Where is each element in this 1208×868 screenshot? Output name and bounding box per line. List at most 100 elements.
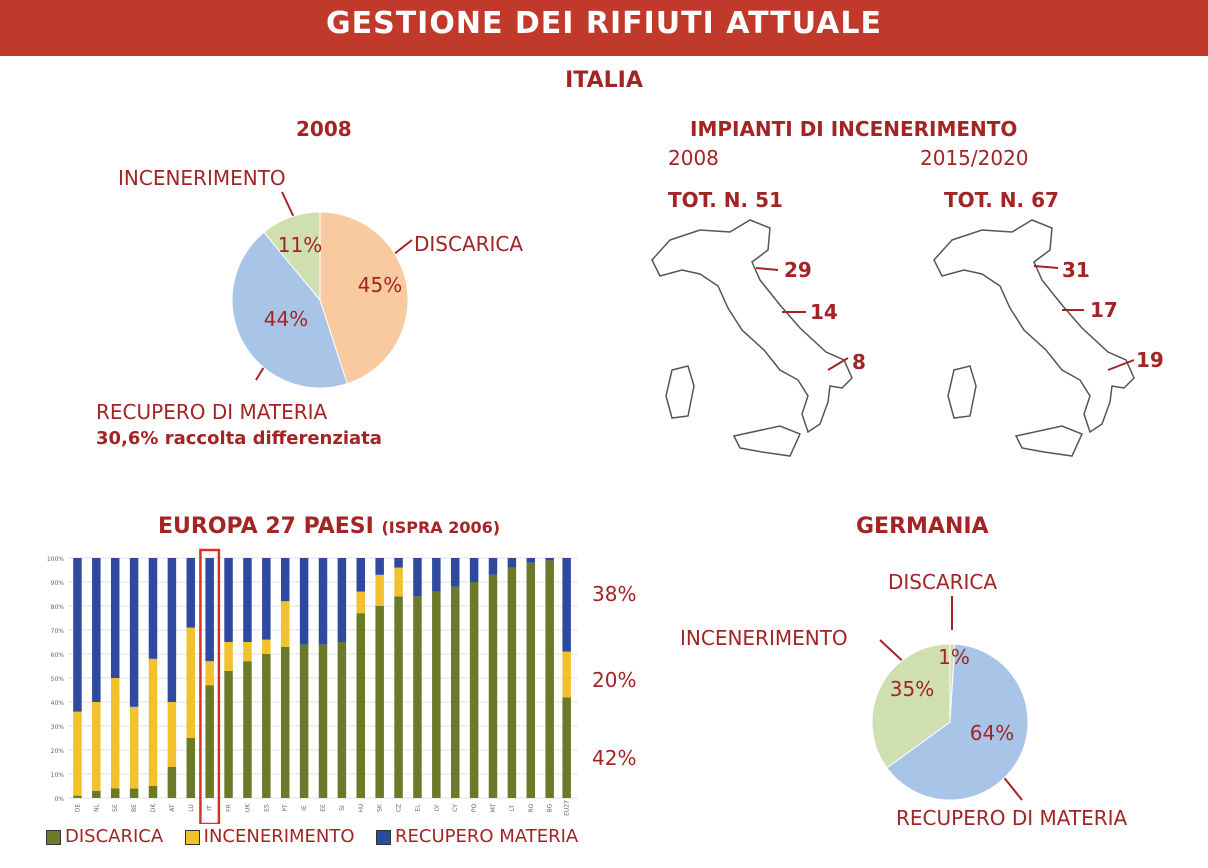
europe-xtick-label: SK xyxy=(377,803,384,812)
europe-bar-SK-1 xyxy=(375,574,384,606)
europe-xtick-label: FR xyxy=(226,804,233,812)
europe-xtick-label: CZ xyxy=(396,804,403,812)
europe-bar-SI-0 xyxy=(337,642,347,798)
europe-xtick-label: MT xyxy=(490,803,497,812)
europe-xtick-label: IE xyxy=(301,805,308,811)
italy-map-2015 xyxy=(933,219,1135,457)
europe-bar-UK-0 xyxy=(243,661,252,798)
europe-side-pct-recupero: 38% xyxy=(592,582,637,606)
map-left-south-count: 8 xyxy=(852,350,866,374)
legend-label-recupero: RECUPERO MATERIA xyxy=(395,826,579,847)
germany-pie-slice-1 xyxy=(886,643,1029,801)
europe-bar-SI-2 xyxy=(337,558,347,642)
europe-bar-LV-2 xyxy=(432,558,441,592)
italy-peninsula-shape xyxy=(651,219,853,434)
map-right-south-count: 19 xyxy=(1136,348,1164,372)
europe-bar-NL-1 xyxy=(92,702,101,791)
europe-xtick-label: IT xyxy=(207,805,214,811)
europe-bar-chart: 0% 10% 20% 30% 40% 50% 60% 70% 80% 90% 100% DE NL SE B… xyxy=(47,548,578,824)
europe-side-pct-discarica: 42% xyxy=(592,746,637,770)
europe-bar-CZ-1 xyxy=(394,567,403,597)
europe-xtick-label: DE xyxy=(74,804,81,813)
europe-ytick-label: 50% xyxy=(51,676,65,683)
map-right-south-line xyxy=(1107,359,1135,371)
europe-ytick-label: 100% xyxy=(47,556,64,563)
europe-bar-IT-1 xyxy=(205,661,214,686)
europe-bar-EL-0 xyxy=(413,596,422,798)
legend-swatch-recupero xyxy=(376,829,392,845)
europe-title-text: EUROPA 27 PAESI xyxy=(158,514,374,539)
europe-xtick-label: EU27 xyxy=(564,800,571,816)
europe-xtick-label: DK xyxy=(150,803,157,813)
italy-label-raccolta: 30,6% raccolta differenziata xyxy=(96,428,382,449)
map-right-north-count: 31 xyxy=(1062,258,1090,282)
europe-ytick-label: 80% xyxy=(51,604,65,611)
europe-ytick-label: 10% xyxy=(51,772,65,779)
europe-ytick-label: 90% xyxy=(51,580,65,587)
europe-bar-PO-2 xyxy=(469,558,479,582)
italy-pie-slice-1 xyxy=(231,231,348,389)
europe-bar-SE-1 xyxy=(110,678,120,789)
europe-legend: DISCARICA INCENERIMENTO RECUPERO MATERIA xyxy=(46,826,578,847)
europe-bar-AT-0 xyxy=(167,766,177,798)
header-bar xyxy=(0,0,1208,56)
europe-bar-DE-0 xyxy=(73,795,82,798)
europe-bar-BG-0 xyxy=(545,560,554,798)
europe-bar-FR-0 xyxy=(224,670,233,798)
europe-bar-RO-0 xyxy=(526,562,536,798)
europe-xtick-label: UK xyxy=(244,803,251,812)
europe-xtick-label: BG xyxy=(547,803,554,812)
europe-bar-SK-2 xyxy=(375,558,384,575)
europe-bar-IE-0 xyxy=(299,644,309,798)
italy-pie-slice-0 xyxy=(319,211,409,385)
page-title: GESTIONE DEI RIFIUTI ATTUALE xyxy=(325,6,883,41)
italy-pie-value-label-0: 45% xyxy=(358,273,402,297)
impianti-right-year: 2015/2020 xyxy=(920,146,1029,170)
legend-swatch-discarica xyxy=(46,829,61,845)
europe-bar-EL-2 xyxy=(413,558,422,597)
europe-xtick-label: AT xyxy=(169,804,176,812)
germany-label-recupero: RECUPERO DI MATERIA xyxy=(896,806,1128,830)
europe-bar-NL-0 xyxy=(92,790,101,798)
germany-pie-value-label-2: 35% xyxy=(890,677,934,701)
europe-bar-DK-2 xyxy=(148,558,158,659)
impianti-left-year: 2008 xyxy=(668,146,719,170)
europe-bar-AT-1 xyxy=(167,702,177,767)
europe-bar-HU-2 xyxy=(356,558,366,592)
europe-bar-ES-0 xyxy=(262,654,271,798)
europe-bar-UK-1 xyxy=(243,642,252,662)
europe-bar-FR-2 xyxy=(224,558,233,642)
impianti-title: IMPIANTI DI INCENERIMENTO xyxy=(690,117,1018,141)
europe-xtick-label: RO xyxy=(528,803,535,812)
europe-xtick-label: SI xyxy=(339,805,346,811)
europe-bar-MT-2 xyxy=(488,558,498,575)
europe-bar-LT-2 xyxy=(507,558,517,568)
legend-label-incenerimento: INCENERIMENTO xyxy=(203,826,355,847)
italy-label-recupero: RECUPERO DI MATERIA xyxy=(96,400,328,424)
europe-bar-ES-2 xyxy=(262,558,271,640)
sardinia-shape xyxy=(665,365,695,419)
europe-bar-NL-2 xyxy=(92,558,101,702)
europe-side-pct-incenerimento: 20% xyxy=(592,668,637,692)
map-left-north-line xyxy=(755,267,779,271)
europe-bar-PO-0 xyxy=(469,582,479,798)
europe-xtick-label: HU xyxy=(358,804,365,813)
map-left-north-count: 29 xyxy=(784,258,812,282)
europe-bar-IT-2 xyxy=(205,558,214,662)
europe-bar-CZ-2 xyxy=(394,558,403,568)
europe-bar-LV-0 xyxy=(432,591,441,798)
europe-bar-EU27-2 xyxy=(562,558,571,652)
sicily-shape xyxy=(1014,425,1084,457)
europe-xtick-label: LU xyxy=(188,804,195,811)
europe-bar-PT-2 xyxy=(280,558,290,602)
europe-bar-DK-0 xyxy=(148,786,158,798)
germany-title: GERMANIA xyxy=(856,514,989,539)
europe-bar-DE-1 xyxy=(73,711,82,796)
europe-bar-BE-1 xyxy=(129,706,139,789)
europe-bar-DK-1 xyxy=(148,658,158,786)
italy-pie-year: 2008 xyxy=(296,117,352,141)
europe-bar-EU27-0 xyxy=(562,697,571,798)
map-left-center-count: 14 xyxy=(810,300,838,324)
europe-bar-LU-1 xyxy=(186,627,196,738)
